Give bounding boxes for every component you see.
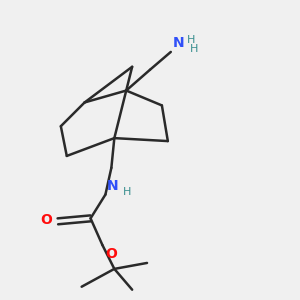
Text: O: O — [105, 247, 117, 261]
Text: N: N — [106, 179, 118, 193]
Text: N: N — [172, 36, 184, 50]
Text: H: H — [190, 44, 199, 54]
Text: O: O — [40, 213, 52, 227]
Text: H: H — [187, 35, 196, 45]
Text: H: H — [123, 187, 132, 197]
